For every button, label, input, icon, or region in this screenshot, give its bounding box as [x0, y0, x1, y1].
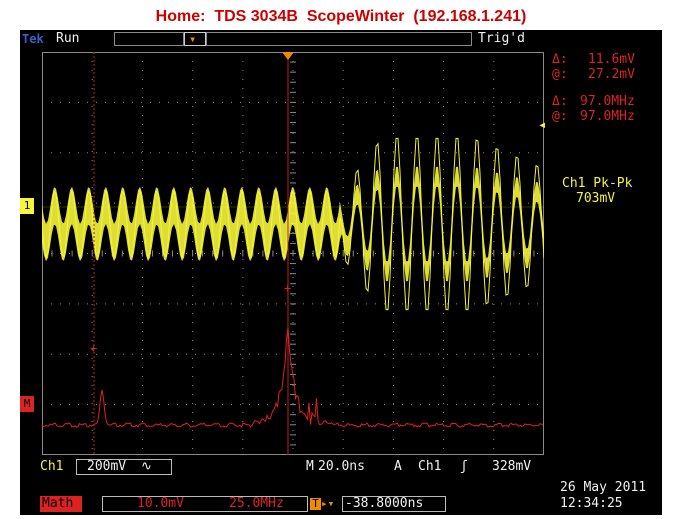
timebase-value[interactable]: 20.0ns — [318, 459, 365, 474]
freq-at-label: @: — [552, 109, 568, 124]
run-status: Run — [56, 31, 80, 46]
amp-delta-label: Δ: — [552, 52, 568, 67]
math-fft-trace — [42, 327, 544, 428]
tek-logo: Tek — [22, 32, 44, 46]
math-marker[interactable]: M — [20, 396, 34, 412]
trigger-offset-icon: T ▸▾ — [310, 497, 340, 511]
oscilloscope-screen: Tek Run ▾ Trig'd + + 1 M Δ: 11.6mV @: — [20, 30, 662, 515]
trigger-position-icon — [282, 52, 294, 60]
readout-panel: Δ: 11.6mV @: 27.2mV Δ: 97.0MHz @: 97.0MH… — [538, 52, 662, 455]
settings-bar: Ch1 200mV ∿ M 20.0ns A Ch1 ʃ 328mV Math … — [20, 458, 662, 515]
ch1-scale-box[interactable]: 200mV ∿ — [76, 459, 172, 475]
trigger-source[interactable]: Ch1 — [418, 459, 442, 474]
time: 12:34:25 — [560, 496, 623, 511]
record-bar-left — [114, 32, 184, 46]
ch1-coupling-icon: ∿ — [141, 459, 152, 474]
graticule: + + — [42, 52, 544, 455]
trigger-level-icon: ◂ — [538, 117, 547, 133]
measurement-value: 703mV — [576, 191, 616, 206]
freq-at-value: 97.0MHz — [580, 109, 635, 124]
freq-delta-label: Δ: — [552, 94, 568, 109]
trigger-status: Trig'd — [478, 31, 525, 46]
ch1-label[interactable]: Ch1 — [40, 459, 64, 474]
record-window[interactable]: ▾ — [184, 32, 206, 46]
trigger-level[interactable]: 328mV — [492, 459, 532, 474]
cursor-marker-right: + — [284, 281, 291, 295]
page-title: Home: TDS 3034B ScopeWinter (192.168.1.2… — [155, 8, 527, 25]
amp-at-value: 27.2mV — [588, 67, 635, 82]
measurement-label: Ch1 Pk-Pk — [562, 176, 633, 191]
ch1-waveform-envelope — [42, 166, 544, 282]
trigger-mode: A — [394, 459, 402, 474]
ch1-marker[interactable]: 1 — [20, 198, 34, 214]
math-label: Math — [42, 496, 74, 511]
waveform-display: + + — [42, 52, 544, 455]
trigger-offset: -38.8000ns — [345, 496, 424, 511]
ch1-marker-label: 1 — [23, 199, 31, 212]
math-settings-box[interactable]: 10.0mV 25.0MHz — [102, 496, 308, 512]
timebase-prefix: M — [306, 459, 314, 474]
grid — [42, 52, 544, 455]
amp-delta-value: 11.6mV — [588, 52, 635, 67]
math-frequency: 25.0MHz — [229, 496, 284, 511]
ch1-waveform-trace — [42, 137, 544, 311]
math-scale: 10.0mV — [137, 496, 184, 511]
date: 26 May 2011 — [560, 480, 647, 495]
status-bar: Tek Run ▾ Trig'd — [20, 30, 662, 48]
math-marker-label: M — [23, 397, 31, 410]
cursor-marker-left: + — [90, 341, 97, 355]
trigger-slope-icon: ʃ — [460, 459, 468, 474]
math-label-box[interactable]: Math — [40, 496, 82, 512]
freq-delta-value: 97.0MHz — [580, 94, 635, 109]
amp-at-label: @: — [552, 67, 568, 82]
record-bar-right — [206, 32, 472, 46]
ch1-scale: 200mV — [87, 459, 127, 474]
trigger-point-icon: ▾ — [189, 32, 197, 46]
trigger-offset-box[interactable]: -38.8000ns — [342, 496, 446, 512]
